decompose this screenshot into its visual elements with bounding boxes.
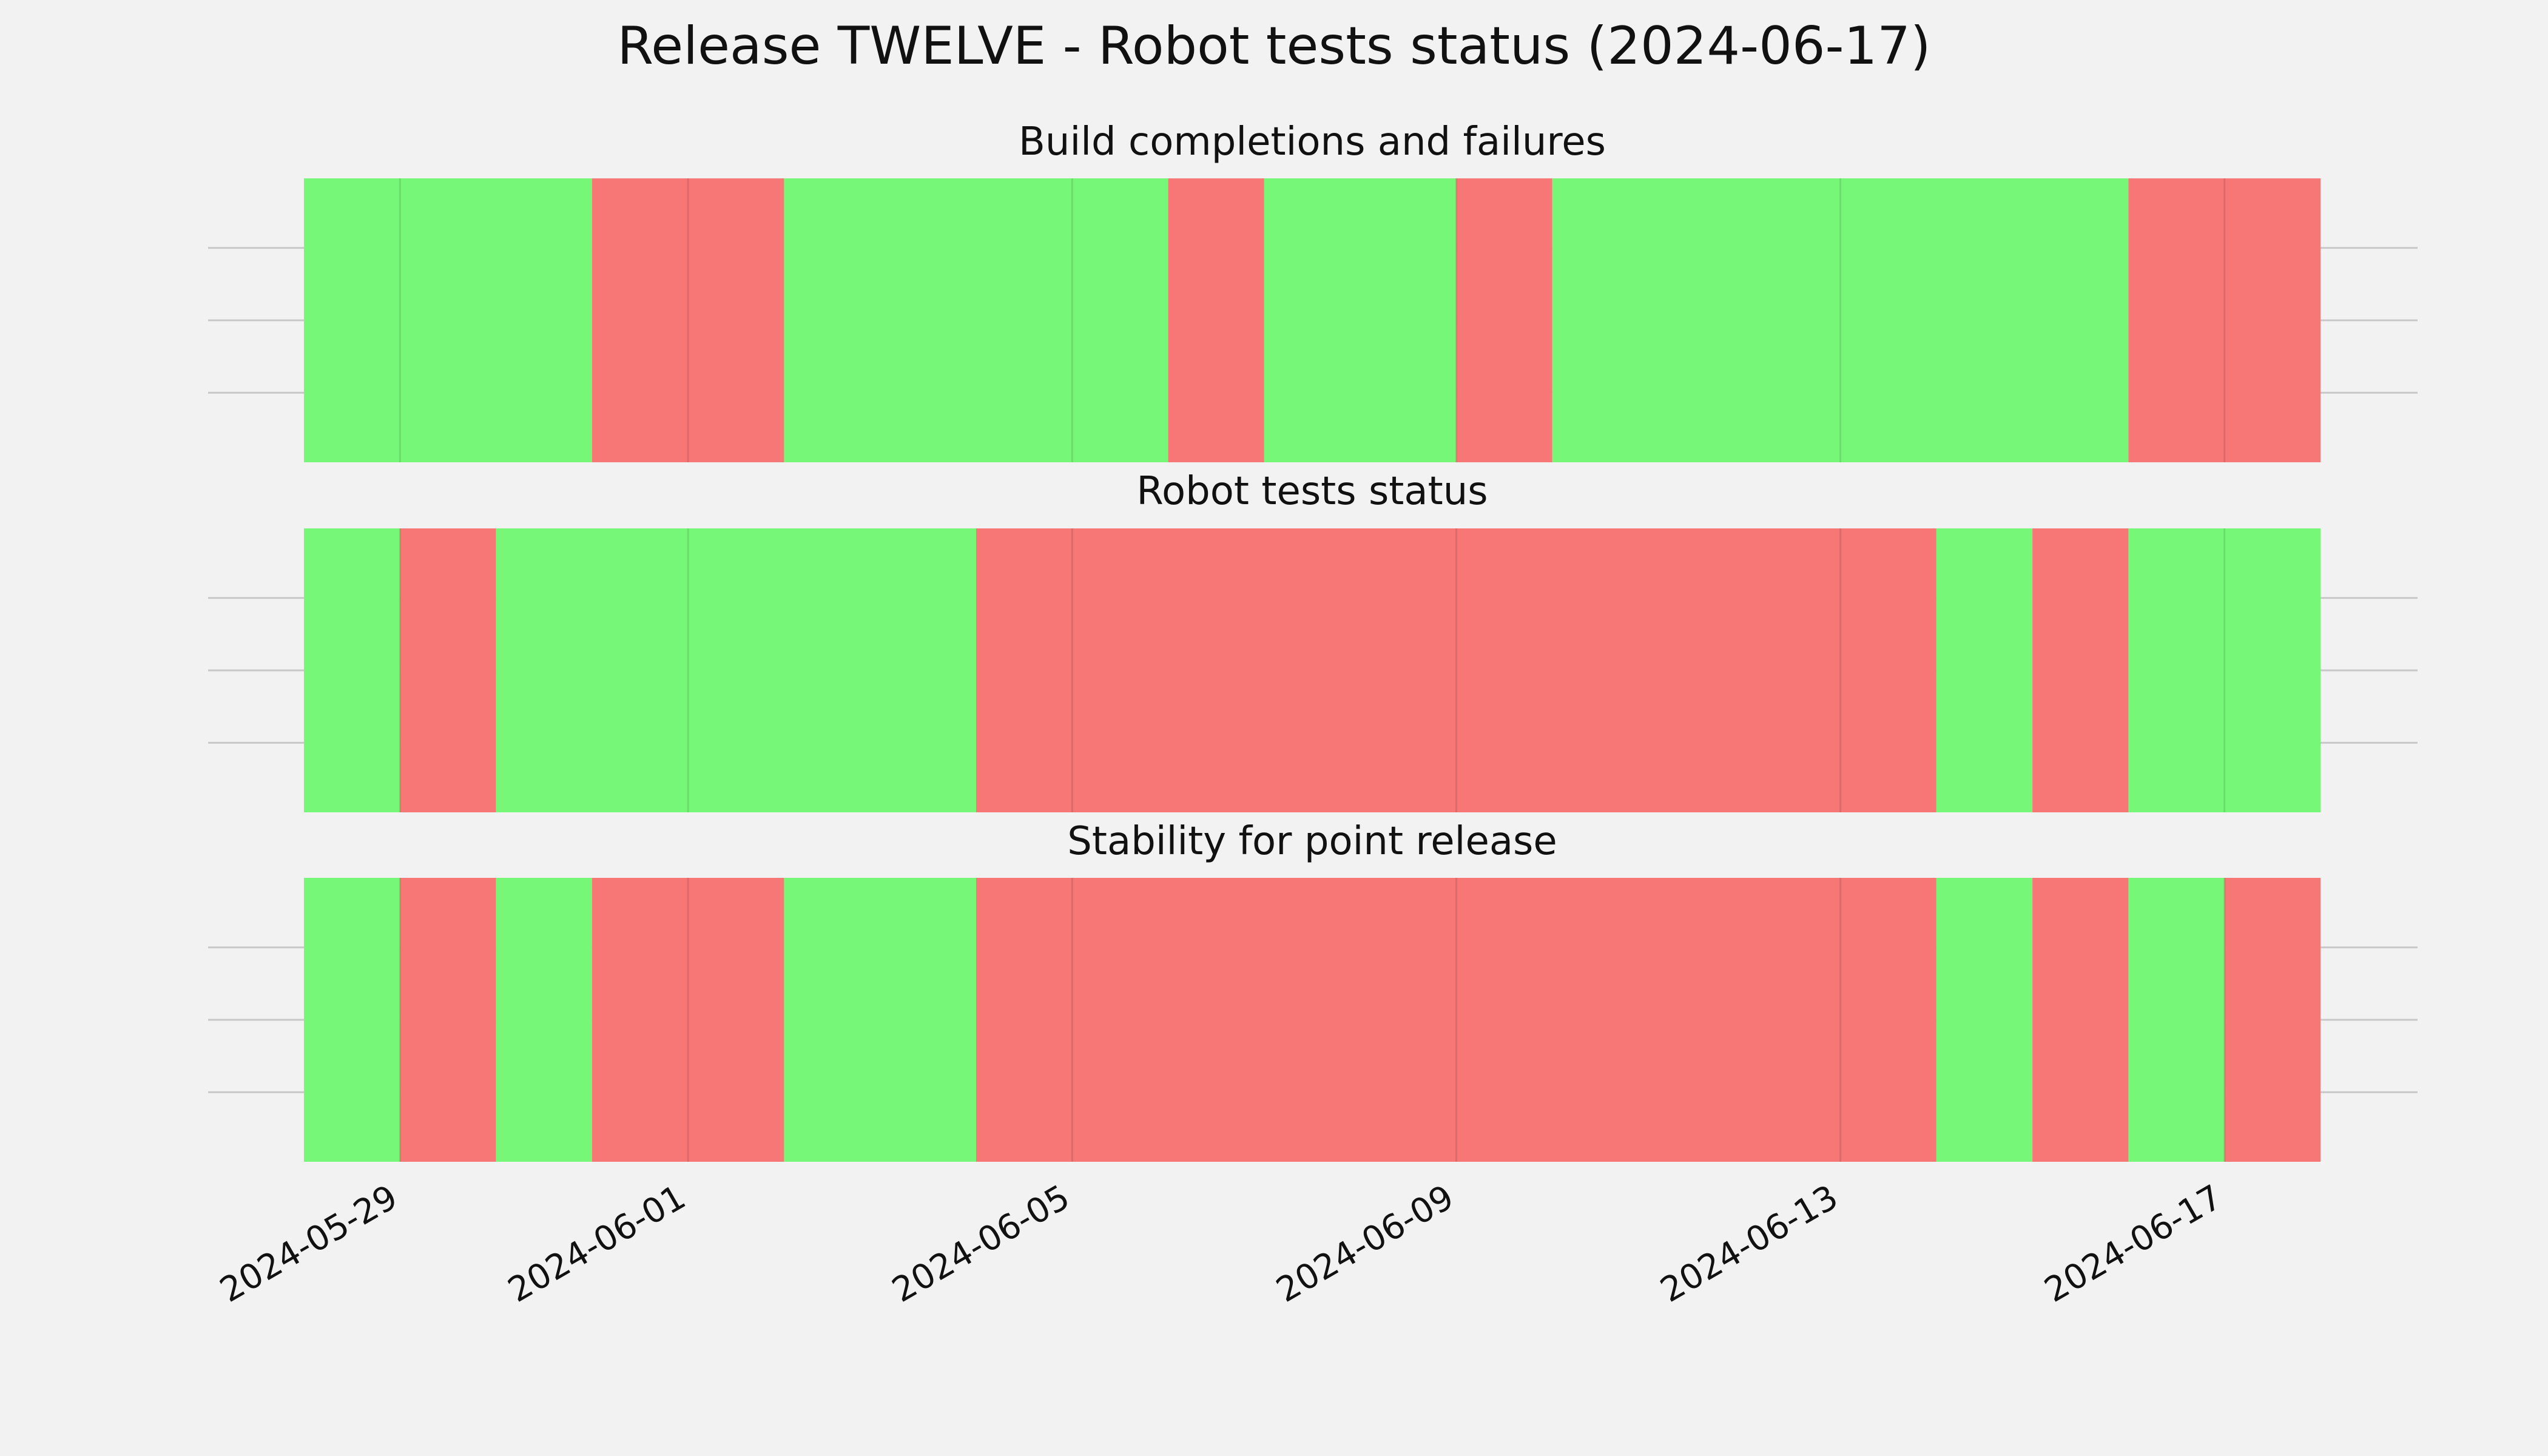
- status-segment-fail: [400, 528, 496, 812]
- chart-panels: Build completions and failures Robot test…: [208, 120, 2418, 1162]
- status-segment-fail: [976, 528, 1936, 812]
- status-segment-fail: [592, 878, 784, 1162]
- panel-2: Robot tests status: [208, 469, 2418, 812]
- panel-title: Robot tests status: [1136, 469, 1488, 514]
- status-segment-fail: [1168, 178, 1264, 462]
- status-segment-fail: [400, 878, 496, 1162]
- panel-3: Stability for point release: [208, 819, 2418, 1162]
- status-segment-fail: [976, 878, 1936, 1162]
- status-segment-pass: [784, 878, 976, 1162]
- status-segment-pass: [784, 178, 1168, 462]
- status-segment-pass: [496, 878, 592, 1162]
- status-segment-fail: [2128, 178, 2320, 462]
- status-segment-pass: [304, 528, 400, 812]
- status-segment-pass: [1936, 878, 2033, 1162]
- status-segment-pass: [304, 178, 592, 462]
- status-segment-pass: [1552, 178, 2129, 462]
- status-segment-fail: [2224, 878, 2320, 1162]
- status-segment-fail: [2032, 528, 2129, 812]
- panel-title: Stability for point release: [1067, 819, 1557, 864]
- status-segment-pass: [496, 528, 976, 812]
- status-segment-pass: [304, 878, 400, 1162]
- status-segment-pass: [1936, 528, 2033, 812]
- status-segment-fail: [592, 178, 784, 462]
- status-segment-pass: [2128, 528, 2320, 812]
- panel-1: Build completions and failures: [208, 120, 2418, 462]
- status-segment-pass: [1264, 178, 1457, 462]
- status-segment-pass: [2128, 878, 2225, 1162]
- chart-title: Release TWELVE - Robot tests status (202…: [617, 16, 1930, 76]
- status-segment-fail: [2032, 878, 2129, 1162]
- panel-title: Build completions and failures: [1019, 120, 1606, 164]
- status-segment-fail: [1456, 178, 1552, 462]
